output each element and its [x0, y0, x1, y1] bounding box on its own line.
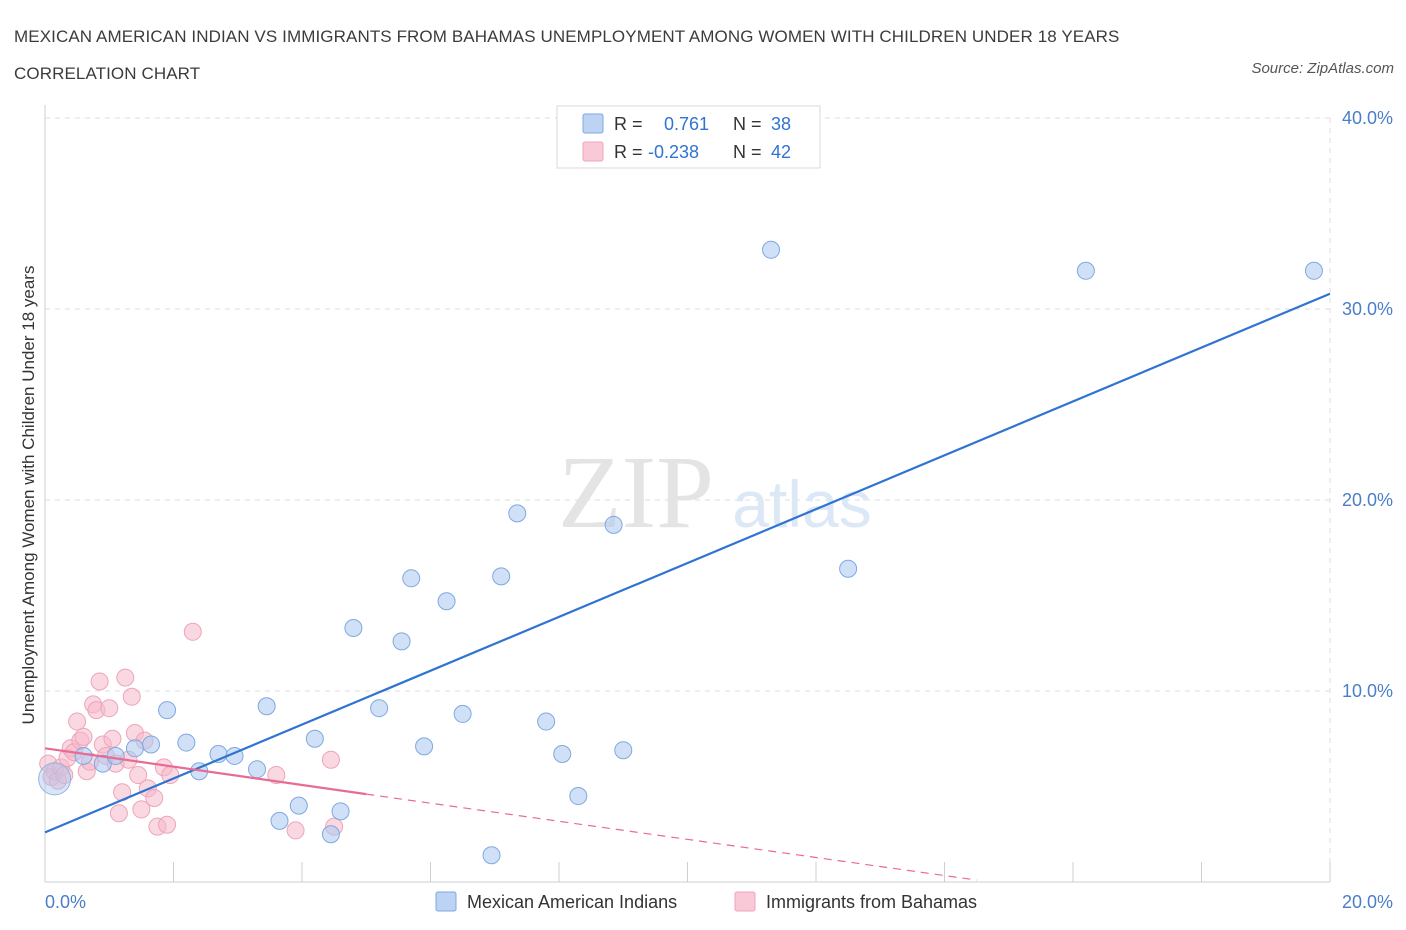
data-point-mexican-american-indian	[125, 739, 144, 758]
x-tick-label-min: 0.0%	[45, 892, 86, 912]
data-point-bahamas	[116, 668, 135, 687]
bottom-legend-label-2: Immigrants from Bahamas	[766, 892, 977, 912]
legend-n-label-2: N =	[733, 142, 762, 162]
data-point-mexican-american-indian	[370, 699, 389, 718]
data-point-bahamas	[267, 766, 286, 785]
data-point-mexican-american-indian	[553, 745, 572, 764]
data-point-mexican-american-indian	[614, 741, 633, 760]
y-tick-label: 20.0%	[1342, 490, 1393, 510]
data-point-mexican-american-indian	[537, 712, 556, 731]
legend-n-label-1: N =	[733, 114, 762, 134]
series-mexican-american-indians	[38, 240, 1323, 865]
legend-swatch-pink	[582, 141, 604, 162]
data-point-mexican-american-indian	[762, 240, 781, 259]
watermark-atlas: atlas	[732, 467, 871, 541]
bottom-legend-label-1: Mexican American Indians	[467, 892, 677, 912]
series-immigrants-from-bahamas	[39, 622, 344, 840]
data-point-bahamas	[109, 804, 128, 823]
data-point-mexican-american-indian	[289, 796, 308, 815]
data-point-mexican-american-indian	[321, 825, 340, 844]
trend-line-mexican-american-indians	[44, 292, 1331, 834]
data-point-bahamas	[183, 622, 202, 641]
source-credit: Source: ZipAtlas.com	[1251, 60, 1394, 77]
data-point-mexican-american-indian	[305, 729, 324, 748]
data-point-mexican-american-indian	[248, 760, 267, 779]
data-point-bahamas	[68, 712, 87, 731]
y-axis-label: Unemployment Among Women with Children U…	[19, 266, 38, 725]
data-point-mexican-american-indian	[270, 811, 289, 830]
data-point-mexican-american-indian	[257, 697, 276, 716]
data-point-mexican-american-indian	[402, 569, 421, 588]
bottom-legend-swatch-blue	[435, 891, 457, 912]
legend-swatch-blue	[582, 113, 604, 134]
y-tick-label: 40.0%	[1342, 108, 1393, 128]
data-point-mexican-american-indian	[1304, 261, 1323, 280]
data-point-mexican-american-indian	[437, 592, 456, 611]
x-tick-label-max: 20.0%	[1342, 892, 1393, 912]
data-point-bahamas	[321, 750, 340, 769]
data-point-bahamas	[129, 766, 148, 785]
tick-labels: 10.0% 20.0% 30.0% 40.0% 0.0% 20.0%	[45, 108, 1393, 912]
data-point-mexican-american-indian	[415, 737, 434, 756]
trend-line-bahamas	[44, 747, 367, 796]
data-point-mexican-american-indian	[392, 632, 411, 651]
data-point-mexican-american-indian	[1076, 261, 1095, 280]
data-point-bahamas	[90, 672, 109, 691]
data-point-bahamas	[286, 821, 305, 840]
data-point-bahamas	[74, 727, 93, 746]
data-point-mexican-american-indian	[331, 802, 350, 821]
data-point-mexican-american-indian	[482, 846, 501, 865]
trend-lines	[44, 292, 1331, 881]
y-tick-label: 10.0%	[1342, 681, 1393, 701]
data-point-mexican-american-indian	[158, 701, 177, 720]
legend-r-value-1: 0.761	[664, 114, 709, 134]
data-point-mexican-american-indian	[142, 735, 161, 754]
y-tick-label: 30.0%	[1342, 299, 1393, 319]
legend-r-label-1: R =	[614, 114, 643, 134]
data-point-mexican-american-indian	[453, 704, 472, 723]
data-point-mexican-american-indian	[604, 515, 623, 534]
bottom-legend-swatch-pink	[734, 891, 756, 912]
data-point-mexican-american-indian	[344, 618, 363, 637]
data-point-bahamas	[158, 815, 177, 834]
data-point-bahamas	[132, 800, 151, 819]
data-point-mexican-american-indian	[38, 762, 72, 796]
stats-legend: R = 0.761 N = 38 R = -0.238 N = 42	[556, 105, 821, 169]
legend-r-label-2: R =	[614, 142, 643, 162]
data-point-mexican-american-indian	[492, 567, 511, 586]
data-point-mexican-american-indian	[839, 559, 858, 578]
legend-r-value-2: -0.238	[648, 142, 699, 162]
data-point-bahamas	[100, 699, 119, 718]
data-point-mexican-american-indian	[569, 787, 588, 806]
data-point-bahamas	[103, 729, 122, 748]
trend-line-bahamas-extrapolated	[366, 793, 977, 881]
data-point-bahamas	[145, 788, 164, 807]
chart-title: MEXICAN AMERICAN INDIAN VS IMMIGRANTS FR…	[14, 27, 1120, 83]
data-point-mexican-american-indian	[508, 504, 527, 523]
axes	[44, 105, 1331, 883]
legend-n-value-1: 38	[771, 114, 791, 134]
data-point-mexican-american-indian	[74, 746, 93, 765]
data-point-bahamas	[122, 687, 141, 706]
data-point-mexican-american-indian	[177, 733, 196, 752]
bottom-legend: Mexican American Indians Immigrants from…	[435, 891, 977, 912]
legend-n-value-2: 42	[771, 142, 791, 162]
data-point-mexican-american-indian	[106, 746, 125, 765]
watermark-zip: ZIP	[558, 435, 714, 550]
